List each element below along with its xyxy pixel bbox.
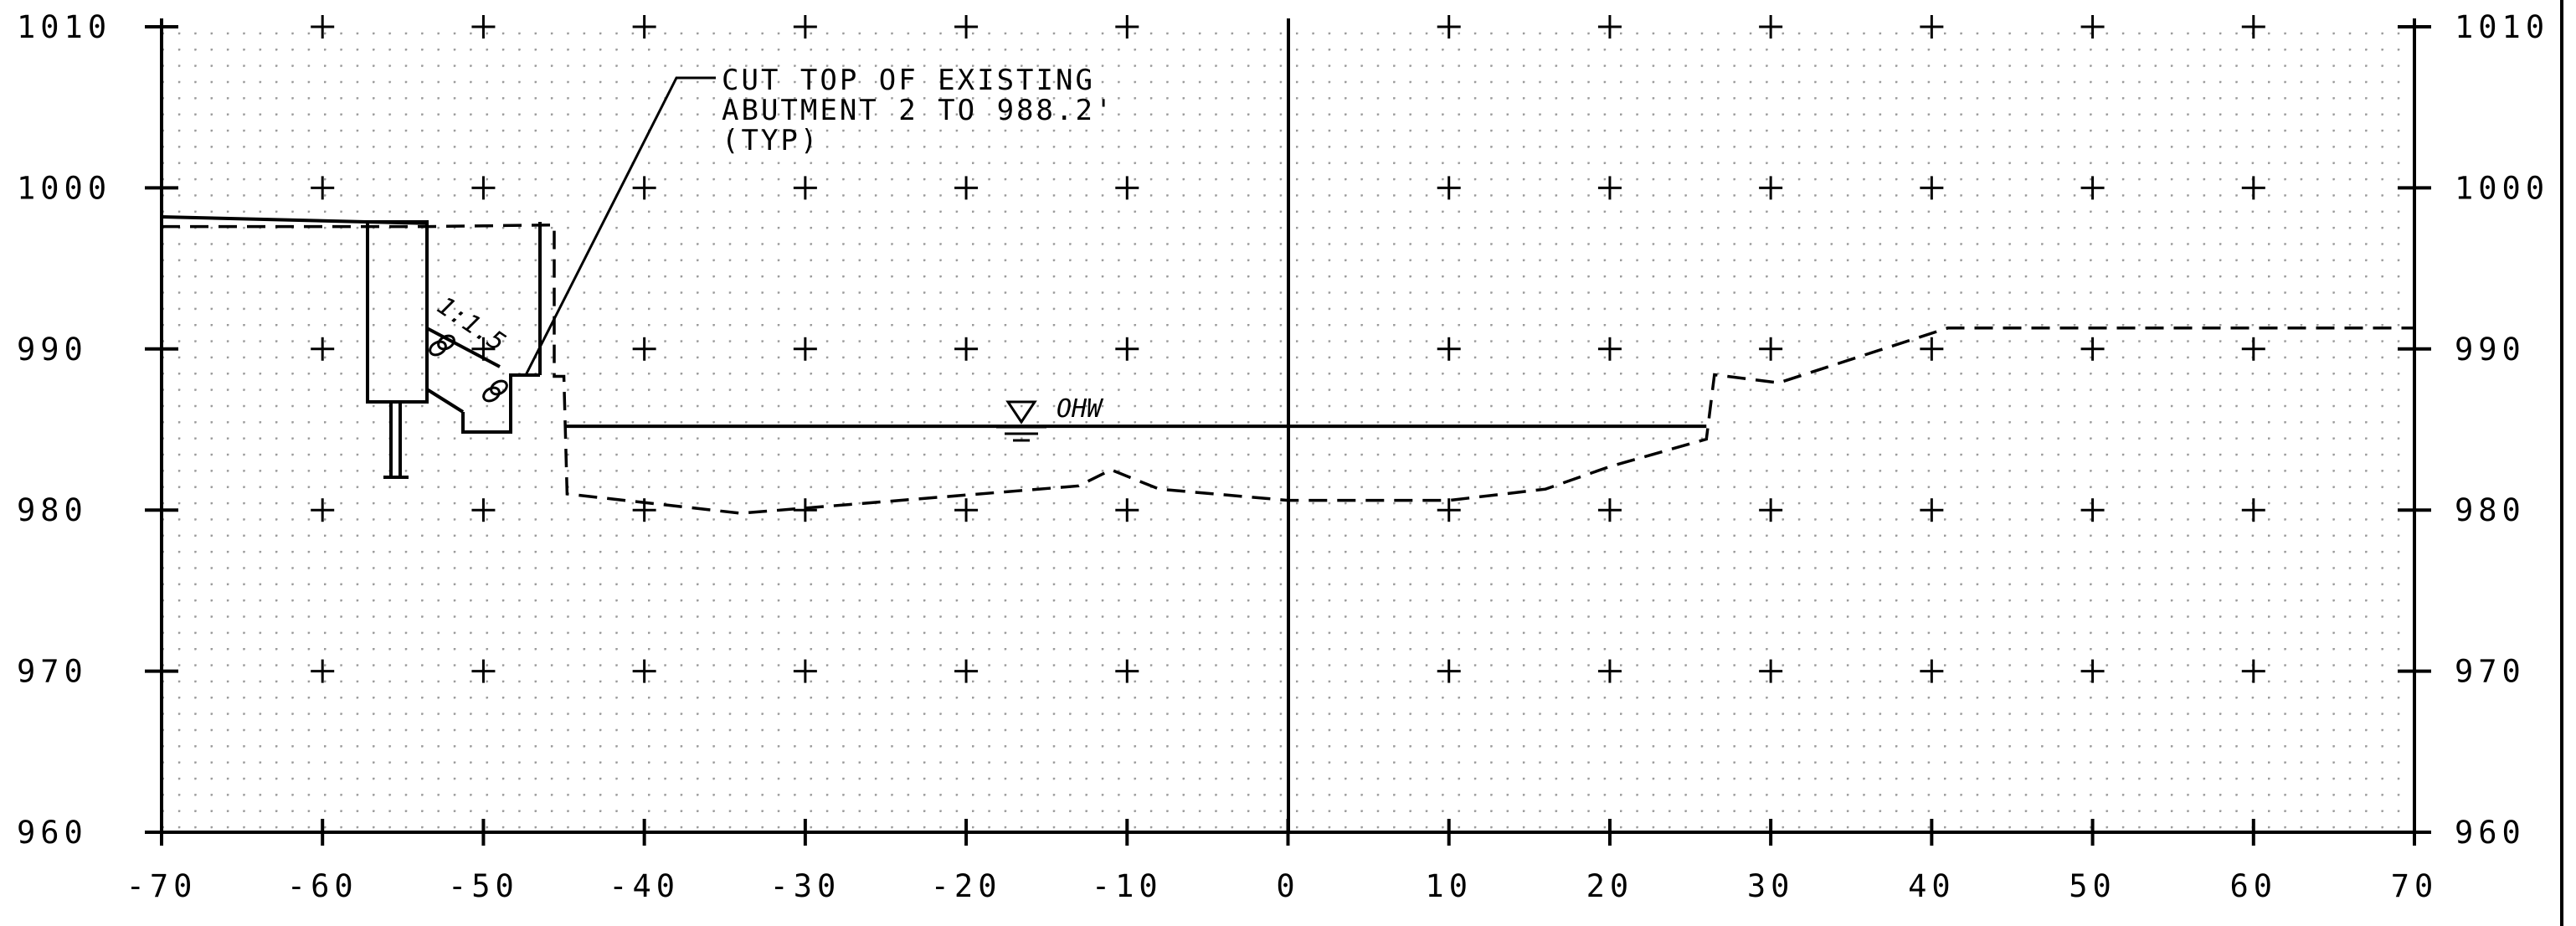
water-label: OHW <box>1057 394 1104 424</box>
cross-marker <box>2241 15 2265 39</box>
y-tick-label-right: 960 <box>2455 815 2526 851</box>
y-tick-label-left: 1000 <box>17 170 111 206</box>
cross-marker <box>1437 659 1461 683</box>
x-tick-label: 30 <box>1747 868 1795 904</box>
cross-marker <box>1597 176 1622 200</box>
cross-marker <box>1759 337 1783 361</box>
cross-marker <box>2080 15 2105 39</box>
cross-marker <box>1920 176 1944 200</box>
cross-marker <box>471 176 496 200</box>
cross-marker <box>1115 498 1139 522</box>
cross-marker <box>1759 498 1783 522</box>
cross-marker <box>2241 176 2265 200</box>
riprap-symbols <box>429 334 508 403</box>
cross-marker <box>793 15 817 39</box>
note-line-2: ABUTMENT 2 TO 988.2' <box>722 94 1114 127</box>
cross-marker <box>2241 659 2265 683</box>
y-tick-label-right: 1010 <box>2455 9 2549 45</box>
cross-marker <box>954 337 979 361</box>
cross-marker <box>1437 15 1461 39</box>
existing-ground-line <box>162 223 2414 515</box>
cross-marker <box>1437 498 1461 522</box>
x-tick-label: 70 <box>2391 868 2439 904</box>
x-tick-label: 50 <box>2069 868 2116 904</box>
cross-marker <box>1437 337 1461 361</box>
cross-marker <box>1759 15 1783 39</box>
cross-marker <box>1759 659 1783 683</box>
cross-marker <box>471 498 496 522</box>
cross-marker <box>632 15 656 39</box>
x-tick-label: -30 <box>769 868 841 904</box>
cross-marker <box>1597 498 1622 522</box>
x-tick-label: 10 <box>1425 868 1473 904</box>
y-tick-label-right: 980 <box>2455 492 2526 528</box>
cross-marker <box>2080 337 2105 361</box>
note-leader <box>524 76 716 376</box>
cross-marker <box>793 659 817 683</box>
cross-marker <box>311 15 335 39</box>
cross-marker <box>793 176 817 200</box>
cross-marker <box>1597 659 1622 683</box>
cross-marker <box>954 498 979 522</box>
cross-marker <box>471 659 496 683</box>
cross-marker <box>1920 498 1944 522</box>
cross-marker <box>632 176 656 200</box>
y-tick-label-left: 980 <box>17 492 88 528</box>
cross-marker <box>2241 498 2265 522</box>
cross-marker <box>2241 337 2265 361</box>
cross-marker <box>1115 337 1139 361</box>
cross-marker <box>793 498 817 522</box>
grid-cross-markers <box>311 15 2265 683</box>
note-line-3: (TYP) <box>722 124 820 157</box>
x-tick-label: 20 <box>1586 868 1634 904</box>
x-tick-label: -10 <box>1092 868 1163 904</box>
y-tick-label-left: 1010 <box>17 9 111 45</box>
x-tick-label: 0 <box>1276 868 1299 904</box>
cross-marker <box>954 176 979 200</box>
cross-marker <box>1597 15 1622 39</box>
x-tick-label: 40 <box>1908 868 1956 904</box>
y-tick-label-right: 1000 <box>2455 170 2549 206</box>
x-tick-label: -40 <box>609 868 680 904</box>
cross-marker <box>1759 176 1783 200</box>
cross-marker <box>1115 15 1139 39</box>
cross-marker <box>311 176 335 200</box>
cross-marker <box>1920 337 1944 361</box>
cross-marker <box>311 659 335 683</box>
cross-marker <box>1597 337 1622 361</box>
y-tick-label-right: 990 <box>2455 332 2526 368</box>
y-tick-label-left: 960 <box>17 815 88 851</box>
cross-marker <box>793 337 817 361</box>
cross-marker <box>1115 659 1139 683</box>
cross-marker <box>632 337 656 361</box>
cross-marker <box>632 659 656 683</box>
cross-marker <box>2080 176 2105 200</box>
cross-marker <box>1437 176 1461 200</box>
cross-marker <box>2080 659 2105 683</box>
x-tick-label: -60 <box>287 868 358 904</box>
cross-marker <box>1115 176 1139 200</box>
cross-marker <box>471 15 496 39</box>
cross-marker <box>954 15 979 39</box>
x-tick-label: -20 <box>931 868 1002 904</box>
y-tick-label-right: 970 <box>2455 654 2526 690</box>
water-symbol-icon <box>996 400 1046 442</box>
x-tick-label: 60 <box>2230 868 2278 904</box>
x-tick-label: -50 <box>448 868 519 904</box>
cross-marker <box>954 659 979 683</box>
cross-marker <box>311 498 335 522</box>
x-tick-label: -70 <box>126 868 198 904</box>
y-tick-label-left: 970 <box>17 654 88 690</box>
x-axis <box>160 819 2416 846</box>
cross-marker <box>311 337 335 361</box>
cross-marker <box>2080 498 2105 522</box>
cross-marker <box>1920 15 1944 39</box>
y-tick-label-left: 990 <box>17 332 88 368</box>
cross-marker <box>1920 659 1944 683</box>
note-line-1: CUT TOP OF EXISTING <box>722 64 1095 97</box>
